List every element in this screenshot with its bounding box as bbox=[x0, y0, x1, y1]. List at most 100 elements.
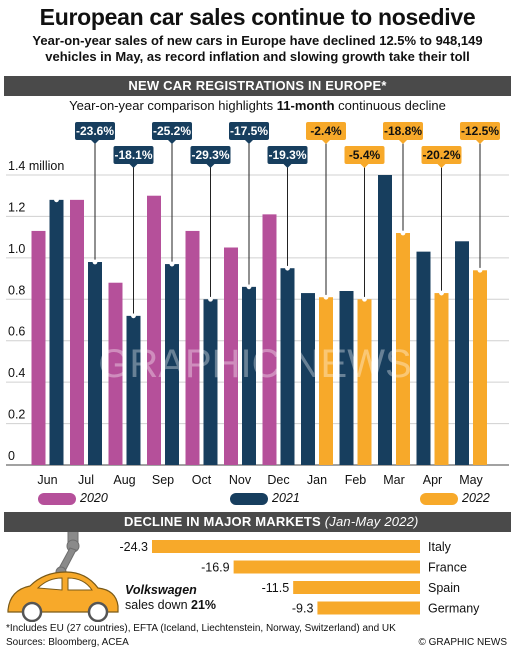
page-title: European car sales continue to nosedive bbox=[39, 4, 476, 30]
change-label-box bbox=[75, 122, 115, 140]
market-country-label: Germany bbox=[428, 602, 480, 616]
change-label: -18.8% bbox=[384, 124, 422, 138]
change-label: -29.3% bbox=[191, 148, 229, 162]
bar-Jul-previous bbox=[70, 199, 84, 465]
section-header-markets: DECLINE IN MAJOR MARKETS (Jan-May 2022) bbox=[4, 512, 511, 532]
market-value-label: -11.5 bbox=[262, 581, 290, 595]
bar-Sep-previous bbox=[147, 195, 161, 465]
x-tick-label: May bbox=[459, 473, 483, 487]
bar-Nov-current bbox=[242, 286, 256, 465]
bar-Jan-previous bbox=[301, 293, 315, 465]
section-header-markets-title: DECLINE IN MAJOR MARKETS bbox=[124, 514, 321, 529]
chart-subtitle-post: continuous decline bbox=[334, 98, 446, 113]
volkswagen-brand: Volkswagen bbox=[125, 583, 197, 597]
change-label-box bbox=[306, 122, 346, 140]
change-label-box bbox=[113, 146, 154, 164]
volkswagen-text: sales down bbox=[125, 598, 192, 612]
market-country-label: Italy bbox=[428, 540, 452, 554]
change-label: -17.5% bbox=[230, 124, 268, 138]
registrations-bar-chart: 00.20.40.60.81.01.21.4 million-23.6%-18.… bbox=[6, 122, 509, 487]
y-tick-label: 1.4 million bbox=[8, 159, 64, 173]
bar-Aug-previous bbox=[108, 282, 123, 465]
legend-label-2021: 2021 bbox=[272, 491, 300, 505]
y-tick-label: 0.2 bbox=[8, 408, 25, 422]
current-bar-dot bbox=[323, 294, 329, 300]
bar-Jun-current bbox=[49, 199, 64, 465]
section-header-registrations: NEW CAR REGISTRATIONS IN EUROPE* bbox=[4, 76, 511, 96]
y-tick-label: 0.4 bbox=[8, 366, 25, 380]
x-tick-label: Dec bbox=[267, 473, 289, 487]
change-label-box bbox=[190, 146, 231, 164]
annotations-group: -23.6%-18.1%-25.2%-29.3%-17.5%-19.3% -2.4… bbox=[75, 122, 500, 316]
change-label-pointer bbox=[437, 164, 446, 168]
market-value-label: -9.3 bbox=[292, 602, 314, 616]
bar-Aug-current bbox=[126, 315, 141, 465]
current-bar-dot bbox=[54, 197, 59, 203]
legend: 2020 2021 2022 bbox=[0, 491, 515, 505]
x-tick-label: Jul bbox=[78, 473, 94, 487]
change-label: -12.5% bbox=[461, 124, 499, 138]
change-label: -2.4% bbox=[310, 124, 342, 138]
bar-Dec-previous bbox=[262, 214, 277, 465]
footnote: *Includes EU (27 countries), EFTA (Icela… bbox=[6, 623, 396, 634]
volkswagen-note: Volkswagen sales down 21% bbox=[125, 583, 216, 613]
change-label: -23.6% bbox=[76, 124, 114, 138]
change-label-pointer bbox=[322, 140, 330, 144]
legend-label-2022: 2022 bbox=[462, 491, 490, 505]
change-label-box bbox=[152, 122, 192, 140]
x-tick-label: Aug bbox=[113, 473, 135, 487]
change-label-box bbox=[460, 122, 500, 140]
y-tick-label: 0.6 bbox=[8, 325, 25, 339]
change-label: -19.3% bbox=[268, 148, 306, 162]
market-bar-france bbox=[233, 560, 420, 574]
change-label-pointer bbox=[91, 140, 99, 144]
change-label-pointer bbox=[129, 164, 138, 168]
bar-Jan-current bbox=[319, 297, 333, 465]
volkswagen-value: 21% bbox=[191, 598, 217, 612]
x-tick-label: Jun bbox=[37, 473, 57, 487]
y-tick-label: 1.0 bbox=[8, 242, 25, 256]
x-tick-label: Mar bbox=[383, 473, 405, 487]
bar-Jul-current bbox=[88, 262, 102, 465]
change-label: -5.4% bbox=[349, 148, 381, 162]
y-tick-label: 0 bbox=[8, 449, 15, 463]
bar-Apr-previous bbox=[416, 251, 431, 465]
page-subtitle: Year-on-year sales of new cars in Europe… bbox=[32, 33, 483, 64]
x-tick-label: Sep bbox=[152, 473, 174, 487]
current-bar-dot bbox=[246, 284, 252, 290]
bar-Mar-current bbox=[396, 233, 410, 465]
markets-decline-chart: -24.3 Italy -16.9 France -11.5 Spain -9.3 Germa… bbox=[7, 532, 480, 622]
section-header-markets-text: DECLINE IN MAJOR MARKETS (Jan-May 2022) bbox=[124, 512, 419, 532]
market-bar-italy bbox=[152, 540, 420, 553]
x-tick-label: Oct bbox=[192, 473, 212, 487]
change-label-pointer bbox=[245, 140, 253, 144]
copyright: © GRAPHIC NEWS bbox=[418, 637, 508, 648]
market-value-label: -16.9 bbox=[201, 561, 230, 575]
change-label-box bbox=[229, 122, 269, 140]
change-label: -25.2% bbox=[153, 124, 191, 138]
change-label-pointer bbox=[360, 164, 369, 168]
chart-subtitle-bold: 11-month bbox=[276, 98, 335, 113]
current-bar-dot bbox=[169, 261, 175, 267]
watermark: GRAPHIC NEWS bbox=[98, 342, 411, 386]
market-bars: -24.3 Italy -16.9 France -11.5 Spain -9.3 Germa… bbox=[120, 540, 480, 616]
bar-Sep-current bbox=[165, 264, 179, 465]
change-label-pointer bbox=[399, 140, 407, 144]
change-label: -20.2% bbox=[422, 148, 460, 162]
bar-Mar-previous bbox=[378, 175, 392, 465]
y-tick-label: 1.2 bbox=[8, 200, 25, 214]
market-country-label: France bbox=[428, 561, 467, 575]
current-bar-dot bbox=[477, 267, 483, 273]
bar-May-current bbox=[473, 270, 487, 465]
current-bar-dot bbox=[362, 296, 367, 302]
change-label-box bbox=[267, 146, 308, 164]
bar-May-previous bbox=[455, 241, 469, 465]
legend-swatch-2020 bbox=[38, 493, 76, 505]
current-bar-dot bbox=[208, 296, 213, 302]
bar-Jun-previous bbox=[31, 230, 46, 465]
x-tick-label: Feb bbox=[345, 473, 367, 487]
market-bar-germany bbox=[317, 601, 420, 615]
current-bar-dot bbox=[285, 265, 290, 271]
bar-Oct-previous bbox=[185, 230, 200, 465]
change-label-pointer bbox=[206, 164, 215, 168]
